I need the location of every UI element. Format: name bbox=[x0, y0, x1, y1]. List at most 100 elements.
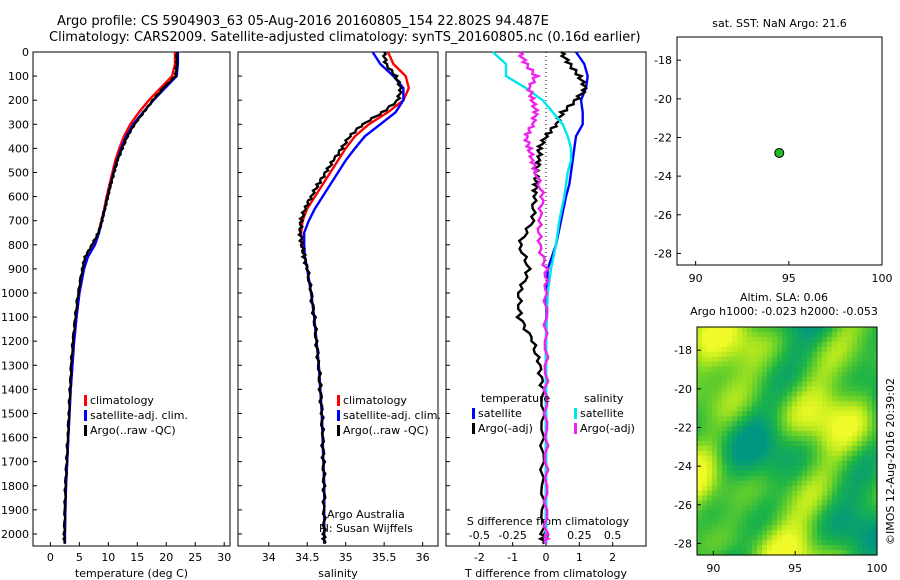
sla-heatmap-cell bbox=[722, 371, 728, 378]
sla-heatmap-cell bbox=[842, 426, 848, 432]
sla-heatmap-cell bbox=[872, 386, 878, 393]
sla-heatmap-cell bbox=[847, 431, 853, 437]
sla-heatmap-cell bbox=[782, 520, 788, 526]
sla-heatmap-cell bbox=[712, 505, 718, 511]
sla-heatmap-cell bbox=[852, 520, 858, 526]
sla-heatmap-cell bbox=[762, 401, 768, 407]
sla-heatmap-cell bbox=[742, 416, 748, 422]
sla-heatmap-cell bbox=[812, 465, 818, 472]
sla-heatmap-cell bbox=[737, 431, 743, 437]
sla-heatmap-cell bbox=[717, 331, 723, 338]
diff-legend-sal-argo-swatch bbox=[574, 423, 577, 434]
sla-heatmap-cell bbox=[842, 530, 848, 536]
sla-heatmap-cell bbox=[782, 545, 788, 551]
sla-heatmap-cell bbox=[817, 391, 823, 397]
sla-map-lat-label: -20 bbox=[674, 383, 692, 396]
sla-heatmap-cell bbox=[857, 436, 863, 442]
sla-heatmap-cell bbox=[862, 386, 868, 393]
sla-heatmap-cell bbox=[867, 381, 873, 388]
sla-heatmap-cell bbox=[822, 545, 828, 551]
sla-heatmap-cell bbox=[837, 535, 843, 541]
sla-heatmap-cell bbox=[697, 391, 703, 397]
sla-heatmap-cell bbox=[817, 540, 823, 546]
sla-heatmap-cell bbox=[822, 327, 828, 333]
sla-heatmap-cell bbox=[807, 421, 813, 427]
sla-heatmap-cell bbox=[767, 545, 773, 551]
sla-heatmap-cell bbox=[802, 391, 808, 397]
sla-heatmap-cell bbox=[837, 470, 843, 477]
sla-heatmap-cell bbox=[707, 515, 713, 521]
sla-heatmap-cell bbox=[847, 401, 853, 407]
sla-heatmap-cell bbox=[817, 371, 823, 378]
sla-heatmap-cell bbox=[867, 515, 873, 521]
sla-heatmap-cell bbox=[742, 401, 748, 407]
sla-heatmap-cell bbox=[752, 515, 758, 521]
sla-heatmap-cell bbox=[747, 445, 753, 452]
sla-heatmap-cell bbox=[862, 525, 868, 531]
sla-heatmap-cell bbox=[722, 441, 728, 447]
sla-heatmap-cell bbox=[722, 455, 728, 462]
sla-heatmap-cell bbox=[807, 386, 813, 393]
sla-heatmap-cell bbox=[812, 336, 818, 343]
sla-heatmap-cell bbox=[712, 525, 718, 531]
sla-heatmap-cell bbox=[842, 411, 848, 417]
sla-heatmap-cell bbox=[822, 331, 828, 338]
sla-heatmap-cell bbox=[737, 356, 743, 363]
sla-heatmap-cell bbox=[812, 366, 818, 373]
sla-heatmap-cell bbox=[857, 371, 863, 378]
sla-heatmap-cell bbox=[792, 331, 798, 338]
sla-heatmap-cell bbox=[702, 386, 708, 393]
sla-heatmap-cell bbox=[852, 530, 858, 536]
sla-heatmap-cell bbox=[772, 421, 778, 427]
sla-heatmap-cell bbox=[852, 327, 858, 333]
sla-heatmap-cell bbox=[782, 381, 788, 388]
sla-heatmap-cell bbox=[787, 406, 793, 412]
sla-heatmap-cell bbox=[747, 396, 753, 402]
sla-heatmap-cell bbox=[772, 470, 778, 477]
sla-heatmap-cell bbox=[727, 460, 733, 467]
sla-heatmap-cell bbox=[752, 530, 758, 536]
sla-heatmap-cell bbox=[712, 361, 718, 368]
sla-heatmap-cell bbox=[767, 475, 773, 482]
sla-heatmap-cell bbox=[767, 445, 773, 452]
sla-heatmap-cell bbox=[867, 525, 873, 531]
temperature-xtick-label: 25 bbox=[188, 551, 202, 564]
sla-heatmap-cell bbox=[702, 450, 708, 457]
sla-heatmap-cell bbox=[697, 495, 703, 502]
sla-heatmap-cell bbox=[717, 391, 723, 397]
sla-heatmap-cell bbox=[807, 515, 813, 521]
sla-heatmap-cell bbox=[817, 381, 823, 388]
sla-heatmap-cell bbox=[697, 327, 703, 333]
sla-heatmap-cell bbox=[842, 540, 848, 546]
sla-heatmap-cell bbox=[862, 411, 868, 417]
sla-heatmap-cell bbox=[827, 381, 833, 388]
sla-heatmap-cell bbox=[812, 540, 818, 546]
salinity-xtick-label: 34.5 bbox=[295, 551, 320, 564]
sla-heatmap-cell bbox=[847, 436, 853, 442]
sla-heatmap-cell bbox=[812, 356, 818, 363]
sla-heatmap-cell bbox=[792, 341, 798, 348]
sla-heatmap-cell bbox=[797, 411, 803, 417]
sla-heatmap-cell bbox=[722, 411, 728, 417]
sla-heatmap-cell bbox=[772, 540, 778, 546]
sla-heatmap-cell bbox=[802, 356, 808, 363]
sla-heatmap-cell bbox=[777, 366, 783, 373]
sla-heatmap-cell bbox=[792, 391, 798, 397]
sla-heatmap-cell bbox=[842, 510, 848, 516]
sla-heatmap-cell bbox=[777, 441, 783, 447]
sla-heatmap-cell bbox=[862, 545, 868, 551]
sla-heatmap-cell bbox=[722, 331, 728, 338]
sla-heatmap-cell bbox=[872, 460, 878, 467]
depth-tick-label: 1000 bbox=[1, 287, 29, 300]
sla-heatmap-cell bbox=[742, 396, 748, 402]
sla-heatmap-cell bbox=[842, 500, 848, 507]
sla-heatmap-cell bbox=[832, 416, 838, 422]
sla-heatmap-cell bbox=[697, 510, 703, 516]
sla-heatmap-cell bbox=[867, 535, 873, 541]
sla-heatmap-cell bbox=[752, 426, 758, 432]
depth-tick-label: 1100 bbox=[1, 311, 29, 324]
sla-heatmap-cell bbox=[867, 356, 873, 363]
sla-heatmap-cell bbox=[827, 356, 833, 363]
sla-heatmap-cell bbox=[812, 406, 818, 412]
sla-heatmap-cell bbox=[822, 535, 828, 541]
